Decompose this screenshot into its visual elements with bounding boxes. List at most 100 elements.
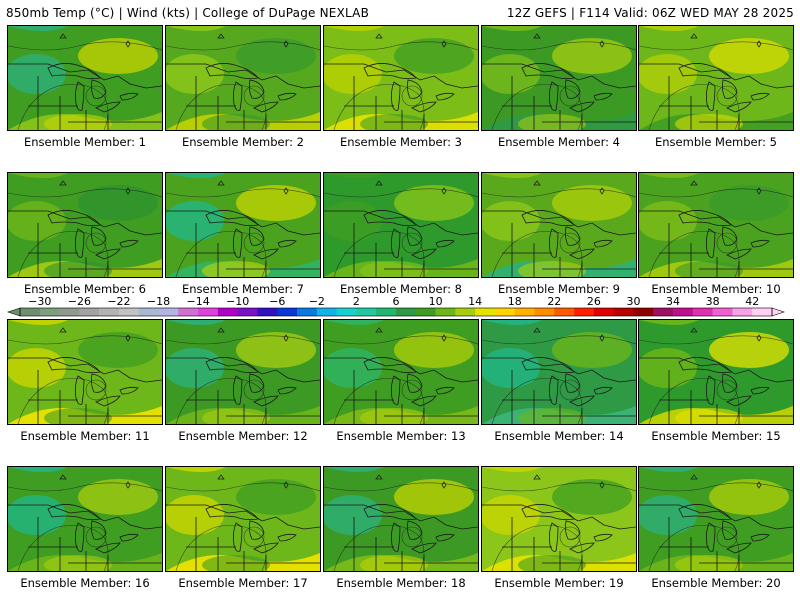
ensemble-member-map [7, 172, 163, 278]
colorbar-swatch [415, 308, 436, 316]
ensemble-member-map [7, 319, 163, 425]
temperature-map [166, 173, 320, 277]
temperature-map [482, 467, 636, 571]
colorbar-swatch [237, 308, 258, 316]
colorbar-tick-label: −14 [187, 295, 210, 308]
colorbar-tick-label: 2 [353, 295, 360, 308]
ensemble-member-label: Ensemble Member: 4 [498, 135, 620, 149]
ensemble-member-label: Ensemble Member: 10 [651, 282, 781, 296]
colorbar-swatch [158, 308, 179, 316]
colorbar-swatch [138, 308, 159, 316]
colorbar-tick-label: −22 [107, 295, 130, 308]
ensemble-member-label: Ensemble Member: 11 [20, 429, 150, 443]
colorbar-tick-label: 18 [508, 295, 522, 308]
temperature-map [639, 26, 793, 130]
temperature-map [324, 26, 478, 130]
colorbar-tick-label: 26 [587, 295, 601, 308]
temperature-map [166, 467, 320, 571]
colorbar-tick-label: 10 [429, 295, 443, 308]
ensemble-member-map [323, 172, 479, 278]
temperature-map [8, 467, 162, 571]
colorbar-swatch [692, 308, 713, 316]
ensemble-member-label: Ensemble Member: 19 [494, 576, 624, 590]
colorbar-swatch [673, 308, 694, 316]
colorbar-swatch [475, 308, 496, 316]
ensemble-member-label: Ensemble Member: 8 [340, 282, 462, 296]
temperature-map [639, 467, 793, 571]
ensemble-member-label: Ensemble Member: 3 [340, 135, 462, 149]
colorbar-tick-label: 34 [666, 295, 680, 308]
colorbar-swatch [574, 308, 595, 316]
colorbar-swatch [633, 308, 654, 316]
ensemble-member-map [481, 25, 637, 131]
colorbar-swatch [118, 308, 140, 316]
colorbar-tick-label: −6 [269, 295, 285, 308]
ensemble-member-map [165, 466, 321, 572]
temperature-map [482, 320, 636, 424]
ensemble-member-map [7, 25, 163, 131]
colorbar-swatch [277, 308, 298, 316]
colorbar-swatch [20, 308, 41, 316]
ensemble-member-label: Ensemble Member: 1 [24, 135, 146, 149]
ensemble-member-map [481, 319, 637, 425]
header: 850mb Temp (°C) | Wind (kts) | College o… [0, 0, 800, 24]
ensemble-member-label: Ensemble Member: 7 [182, 282, 304, 296]
ensemble-member-map [165, 319, 321, 425]
colorbar-swatch [435, 308, 456, 316]
header-title: 850mb Temp (°C) | Wind (kts) | College o… [6, 6, 370, 20]
colorbar-tick-label: −2 [309, 295, 325, 308]
temperature-map [482, 26, 636, 130]
ensemble-member-map [481, 466, 637, 572]
temperature-map [639, 173, 793, 277]
ensemble-member-map [165, 172, 321, 278]
colorbar-swatch [178, 308, 199, 316]
ensemble-member-label: Ensemble Member: 16 [20, 576, 150, 590]
colorbar-swatch [514, 308, 535, 316]
colorbar-swatch [653, 308, 674, 316]
colorbar-swatch [79, 308, 100, 316]
ensemble-member-label: Ensemble Member: 14 [494, 429, 624, 443]
colorbar-tick-label: 6 [393, 295, 400, 308]
temperature-map [324, 173, 478, 277]
temperature-map [324, 467, 478, 571]
colorbar-tick-label: −18 [147, 295, 170, 308]
ensemble-member-label: Ensemble Member: 20 [651, 576, 781, 590]
colorbar-swatch [257, 308, 278, 316]
colorbar-swatch [752, 308, 773, 316]
colorbar-swatch [99, 308, 120, 316]
colorbar-tick-label: −10 [226, 295, 249, 308]
colorbar-max-arrow [771, 307, 785, 317]
ensemble-member-label: Ensemble Member: 17 [178, 576, 308, 590]
ensemble-member-map [638, 319, 794, 425]
ensemble-member-label: Ensemble Member: 2 [182, 135, 304, 149]
colorbar-swatch [297, 308, 318, 316]
ensemble-member-map [323, 466, 479, 572]
colorbar-tick-label: 14 [468, 295, 482, 308]
colorbar-swatch [613, 308, 634, 316]
colorbar-tick-label: 38 [706, 295, 720, 308]
ensemble-member-label: Ensemble Member: 15 [651, 429, 781, 443]
ensemble-member-map [481, 172, 637, 278]
ensemble-member-map [165, 25, 321, 131]
temperature-map [8, 173, 162, 277]
colorbar-outline [19, 307, 773, 317]
temperature-map [482, 173, 636, 277]
ensemble-member-map [7, 466, 163, 572]
temperature-map [8, 320, 162, 424]
colorbar-tick-label: −30 [28, 295, 51, 308]
colorbar-tick-label: 30 [626, 295, 640, 308]
temperature-map [166, 26, 320, 130]
colorbar-swatch [39, 308, 60, 316]
ensemble-member-label: Ensemble Member: 12 [178, 429, 308, 443]
ensemble-member-label: Ensemble Member: 6 [24, 282, 146, 296]
colorbar-tick-label: 22 [547, 295, 561, 308]
ensemble-member-map [323, 319, 479, 425]
colorbar-swatch [554, 308, 575, 316]
colorbar-swatch [455, 308, 476, 316]
ensemble-member-map [638, 172, 794, 278]
temperature-map [166, 320, 320, 424]
colorbar-swatch [59, 308, 80, 316]
colorbar-swatch [198, 308, 219, 316]
colorbar-swatch [356, 308, 377, 316]
temperature-colorbar: −30 −26 −22 −18 −14 −10 −6 −2 2 6 10 14 18 22 26 30 34 38… [7, 295, 785, 317]
